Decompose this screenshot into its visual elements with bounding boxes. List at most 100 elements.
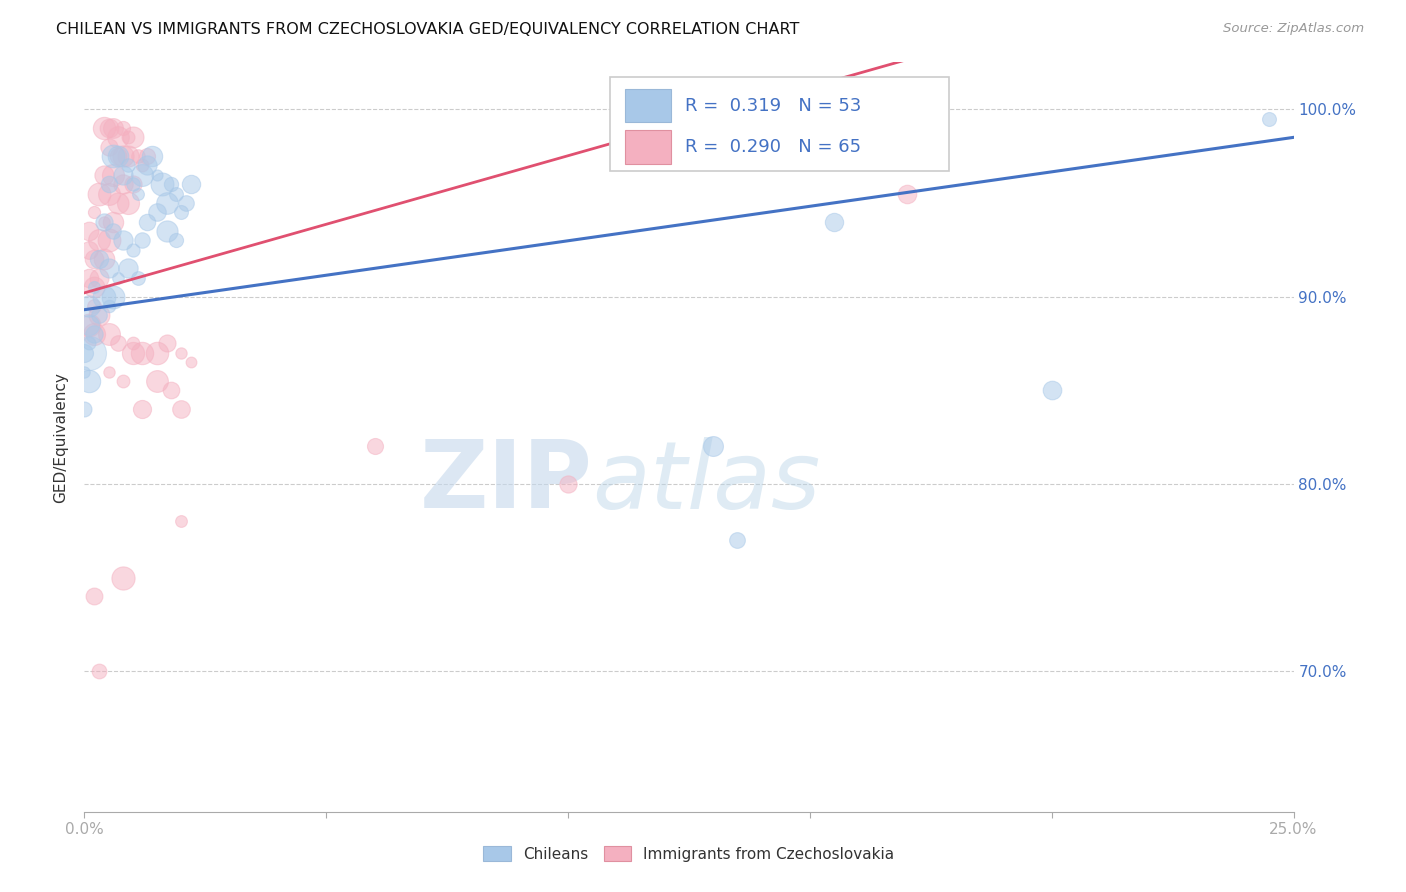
Point [160,177,183,191]
Point [170,205,193,219]
Point [73,364,96,378]
Point [93,214,115,228]
Y-axis label: GED/Equivalency: GED/Equivalency [53,372,69,502]
Text: atlas: atlas [592,436,821,527]
Text: Source: ZipAtlas.com: Source: ZipAtlas.com [1223,22,1364,36]
Point [1258,112,1281,126]
Point [73,401,96,416]
Point [131,168,153,182]
Point [112,571,135,585]
Point [121,336,143,351]
Point [121,130,143,145]
Point [83,252,105,266]
Point [77,345,100,359]
Point [77,336,100,351]
Text: ZIP: ZIP [419,436,592,528]
Point [117,195,139,210]
Point [103,289,125,303]
Point [180,355,202,369]
Point [146,345,169,359]
Point [77,270,100,285]
Point [127,270,149,285]
Point [107,130,129,145]
Point [77,374,100,388]
Point [93,252,115,266]
Point [121,177,143,191]
Point [112,374,135,388]
Point [77,299,100,313]
Point [107,195,129,210]
Point [87,186,110,201]
Point [107,149,129,163]
Point [107,270,129,285]
Point [87,252,110,266]
Point [77,318,100,332]
Point [103,214,125,228]
Point [83,299,105,313]
Point [146,374,169,388]
Point [117,130,139,145]
Point [73,345,96,359]
Point [93,168,115,182]
Point [131,158,153,172]
Point [363,439,385,453]
Point [87,270,110,285]
Text: CHILEAN VS IMMIGRANTS FROM CZECHOSLOVAKIA GED/EQUIVALENCY CORRELATION CHART: CHILEAN VS IMMIGRANTS FROM CZECHOSLOVAKI… [56,22,800,37]
Point [83,280,105,294]
Point [83,326,105,341]
Point [87,664,110,679]
Point [97,299,120,313]
Point [87,308,110,322]
Point [127,186,149,201]
Point [97,261,120,276]
Point [112,233,135,247]
Point [1040,383,1063,397]
Point [77,318,100,332]
Legend: Chileans, Immigrants from Czechoslovakia: Chileans, Immigrants from Czechoslovakia [477,839,901,868]
Point [103,168,125,182]
Point [150,177,173,191]
Point [87,233,110,247]
Point [83,589,105,603]
Point [93,214,115,228]
Point [155,224,177,238]
Point [121,243,143,257]
Point [107,149,129,163]
Point [117,261,139,276]
Point [93,289,115,303]
Text: R =  0.319   N = 53: R = 0.319 N = 53 [685,97,862,115]
Point [170,401,193,416]
Point [180,177,202,191]
FancyBboxPatch shape [624,88,671,122]
Point [136,149,159,163]
Point [146,168,169,182]
Point [136,214,159,228]
Point [823,214,845,228]
Point [77,243,100,257]
Point [97,364,120,378]
Point [97,186,120,201]
Point [97,120,120,135]
FancyBboxPatch shape [610,78,949,171]
Point [155,336,177,351]
Point [83,205,105,219]
Point [725,533,748,547]
Point [896,186,918,201]
Point [77,224,100,238]
Point [93,120,115,135]
Point [170,345,193,359]
Point [112,168,135,182]
Point [87,308,110,322]
Point [131,401,153,416]
Point [165,233,187,247]
Point [121,177,143,191]
Point [112,177,135,191]
Point [136,158,159,172]
Point [103,149,125,163]
Point [97,233,120,247]
Point [121,345,143,359]
Point [141,149,163,163]
Point [146,205,169,219]
Point [160,383,183,397]
Point [83,280,105,294]
